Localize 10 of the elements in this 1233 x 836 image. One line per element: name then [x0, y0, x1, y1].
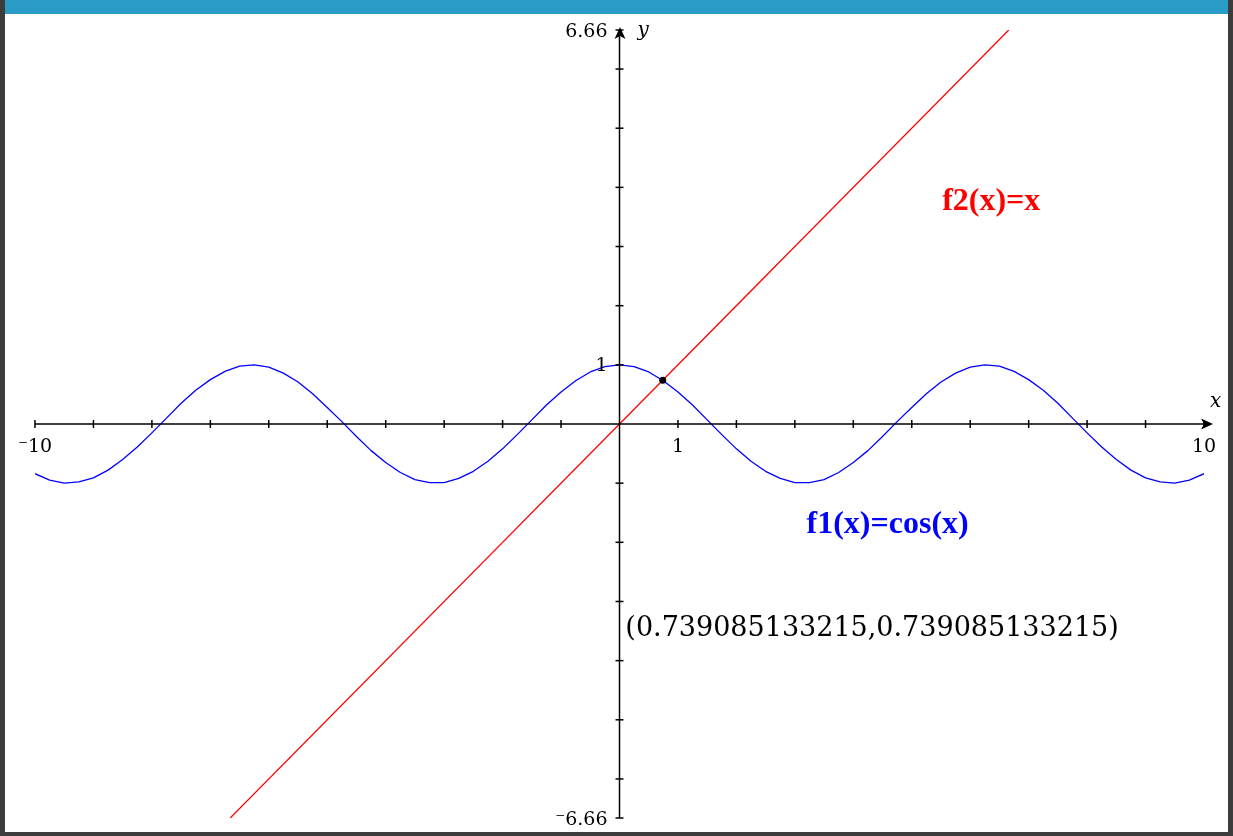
x-tick-label: 1: [671, 434, 684, 456]
series-label: f2(x)=x: [942, 179, 1041, 218]
x-tick-label: 10: [1191, 434, 1217, 456]
x-tick-label: ⁻10: [17, 434, 53, 456]
series-label: f1(x)=cos(x): [806, 502, 969, 541]
annotation: (0.739085133215,0.739085133215): [625, 609, 1119, 644]
y-tick-label: 6.66: [565, 18, 608, 41]
y-tick-label: ⁻6.66: [555, 806, 608, 829]
x-axis-title: x: [1210, 388, 1222, 412]
y-axis-title: y: [637, 17, 649, 41]
